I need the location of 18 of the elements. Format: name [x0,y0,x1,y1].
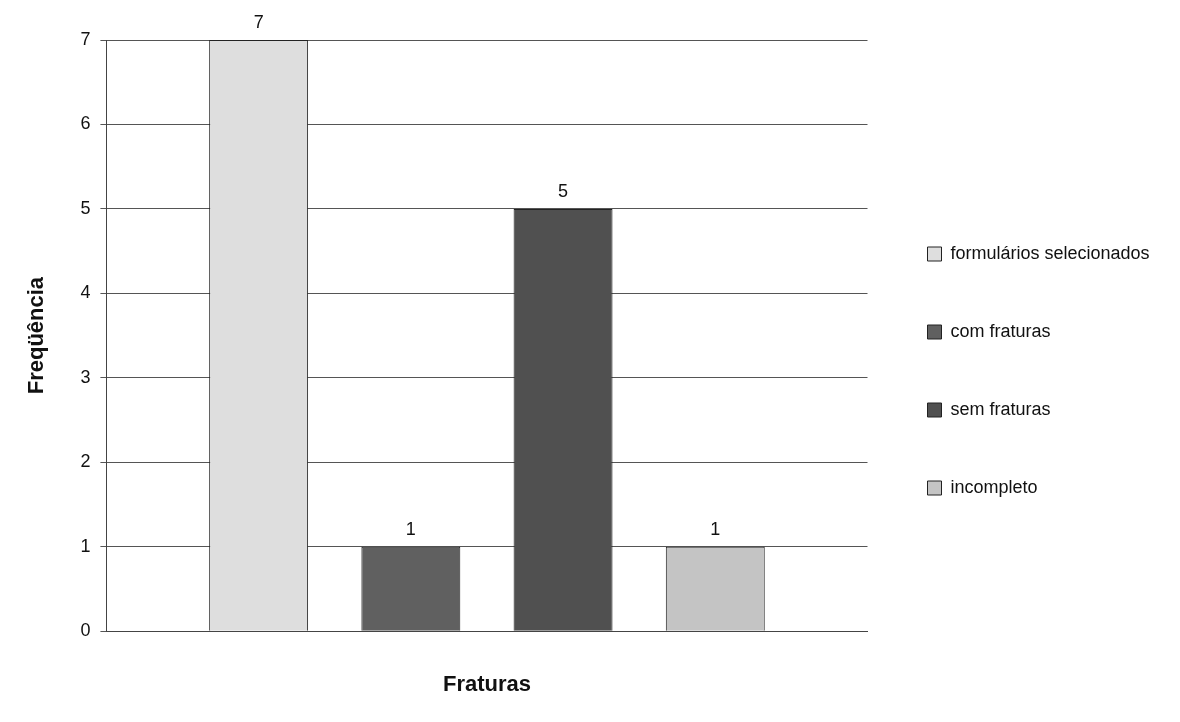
data-label: 1 [710,518,721,539]
legend-label: incompleto [950,476,1038,497]
legend-label: com fraturas [950,320,1051,341]
y-tick-label: 3 [80,366,91,387]
y-tick-label: 0 [80,620,91,641]
legend-label: formulários selecionados [950,242,1150,263]
data-label: 5 [558,180,569,201]
x-axis-title: Fraturas [442,670,531,696]
y-tick-label: 5 [80,197,91,218]
y-tick-label: 2 [80,451,91,472]
y-tick-label: 4 [80,282,91,303]
data-label: 7 [253,11,264,32]
y-tick-label: 1 [80,535,91,556]
legend-label: sem fraturas [950,398,1051,419]
y-tick-label: 7 [80,28,91,49]
y-tick-label: 6 [80,113,91,134]
y-axis-title: Freqüência [23,276,49,395]
data-label: 1 [405,518,416,539]
